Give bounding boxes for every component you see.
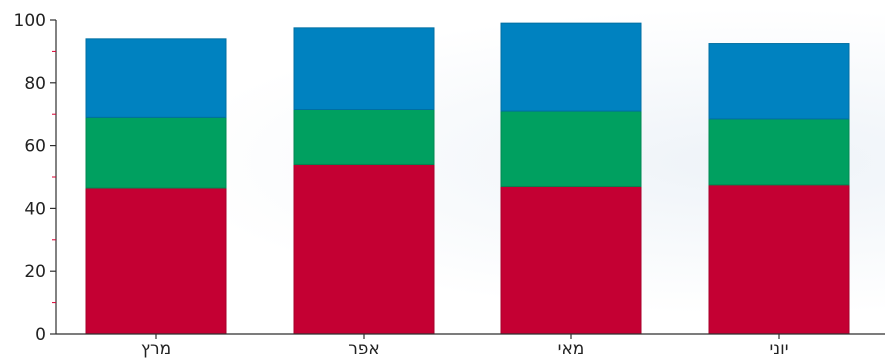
- y-tick-label: 60: [24, 137, 46, 157]
- bars-layer: [85, 22, 850, 335]
- y-tick-label: 0: [35, 325, 46, 345]
- bar-segment: [85, 38, 227, 118]
- y-ticks-layer: 0 20 40 60 80 100: [14, 11, 56, 345]
- x-tick-label: אפר: [348, 339, 380, 359]
- bar-segment: [708, 118, 850, 186]
- x-tick-label: מאי: [558, 339, 585, 359]
- bar-segment: [293, 163, 435, 335]
- bar-segment: [293, 27, 435, 110]
- bar-segment: [500, 185, 642, 335]
- x-ticks-layer: מרץ אפר מאי יוני: [141, 334, 789, 359]
- x-tick-label: יוני: [769, 339, 788, 359]
- y-tick-label: 20: [24, 262, 46, 282]
- x-tick-label: מרץ: [141, 339, 171, 359]
- bar-segment: [708, 184, 850, 335]
- bar-segment: [293, 108, 435, 165]
- y-tick-label: 100: [14, 11, 46, 31]
- bar-segment: [500, 22, 642, 112]
- y-tick-label: 40: [24, 199, 46, 219]
- bar-segment: [500, 110, 642, 187]
- y-tick-label: 80: [24, 74, 46, 94]
- bar-segment: [85, 187, 227, 335]
- bar-segment: [708, 43, 850, 120]
- bar-segment: [85, 116, 227, 189]
